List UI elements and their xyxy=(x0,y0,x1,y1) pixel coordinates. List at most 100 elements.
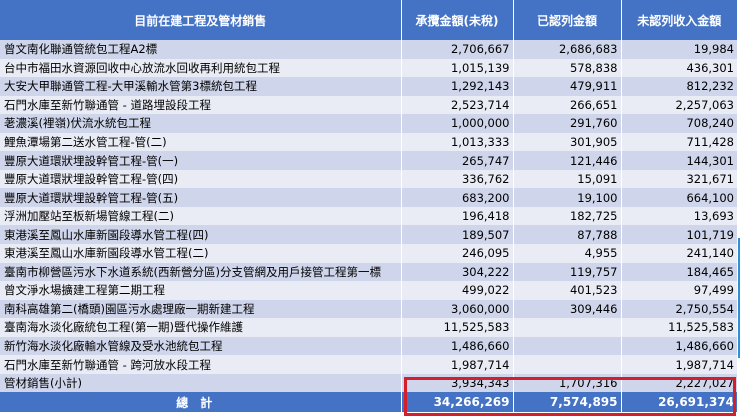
recognized-amount-cell: 121,446 xyxy=(513,151,622,170)
table-row: 豐原大道環狀埋設幹管工程-管(五) 683,200 19,100 664,100 xyxy=(0,188,737,207)
recognized-amount-cell: 578,838 xyxy=(513,58,622,78)
total-recognized: 7,574,895 xyxy=(513,392,622,413)
recognized-amount-cell: 291,760 xyxy=(513,114,622,133)
scroll-indicator xyxy=(738,238,740,358)
table-row: 東港溪至鳳山水庫新園段導水管工程(四) 189,507 87,788 101,719 xyxy=(0,225,737,245)
unrecognized-amount-cell: 1,486,660 xyxy=(621,336,737,356)
unrecognized-amount-cell: 1,987,714 xyxy=(621,355,737,374)
recognized-amount-cell: 2,686,683 xyxy=(513,40,622,59)
project-name-cell: 管材銷售(小計) xyxy=(0,373,402,393)
project-name-cell: 石門水庫至新竹聯通管 - 跨河放水段工程 xyxy=(0,355,402,374)
table-row: 臺南市柳營區污水下水道系統(西新營分區)分支管網及用戶接管工程第一標 304,22… xyxy=(0,262,737,282)
table-row: 曾文南化聯通管統包工程A2標 2,706,667 2,686,683 19,984 xyxy=(0,40,737,59)
project-name-cell: 大安大甲聯通管工程-大甲溪輸水管第3標統包工程 xyxy=(0,77,402,96)
table-header: 目前在建工程及管材銷售 承攬金額(未稅) 已認列金額 未認列收入金額 xyxy=(0,0,737,40)
contract-amount-cell: 1,486,660 xyxy=(401,336,514,356)
table-row: 管材銷售(小計) 3,934,343 1,707,316 2,227,027 xyxy=(0,373,737,393)
recognized-amount-cell: 87,788 xyxy=(513,225,622,245)
recognized-amount-cell: 4,955 xyxy=(513,244,622,263)
table-row: 臺南海水淡化廠統包工程(第一期)暨代操作維護 11,525,583 11,525,5… xyxy=(0,318,737,337)
unrecognized-amount-cell: 19,984 xyxy=(621,40,737,59)
project-name-cell: 東港溪至鳳山水庫新園段導水管工程(二) xyxy=(0,244,402,263)
unrecognized-amount-cell: 97,499 xyxy=(621,281,737,300)
contract-amount-cell: 1,013,333 xyxy=(401,132,514,152)
project-name-cell: 豐原大道環狀埋設幹管工程-管(一) xyxy=(0,151,402,170)
table-row: 曾文淨水場擴建工程第二期工程 499,022 401,523 97,499 xyxy=(0,281,737,300)
project-name-cell: 新竹海水淡化廠輸水管線及受水池統包工程 xyxy=(0,336,402,356)
table-row: 鯉魚潭場第二送水管工程-管(二) 1,013,333 301,905 711,428 xyxy=(0,132,737,152)
contract-amount-cell: 683,200 xyxy=(401,188,514,207)
unrecognized-amount-cell: 812,232 xyxy=(621,77,737,96)
project-name-cell: 曾文淨水場擴建工程第二期工程 xyxy=(0,281,402,300)
project-name-cell: 豐原大道環狀埋設幹管工程-管(五) xyxy=(0,188,402,207)
project-name-cell: 東港溪至鳳山水庫新園段導水管工程(四) xyxy=(0,225,402,245)
contract-amount-cell: 304,222 xyxy=(401,262,514,282)
recognized-amount-cell: 479,911 xyxy=(513,77,622,96)
contract-amount-cell: 2,706,667 xyxy=(401,40,514,59)
header-recognized-amount: 已認列金額 xyxy=(513,0,622,40)
contract-amount-cell: 499,022 xyxy=(401,281,514,300)
contract-amount-cell: 1,000,000 xyxy=(401,114,514,133)
recognized-amount-cell: 182,725 xyxy=(513,206,622,226)
unrecognized-amount-cell: 144,301 xyxy=(621,151,737,170)
unrecognized-amount-cell: 708,240 xyxy=(621,114,737,133)
table-body: 曾文南化聯通管統包工程A2標 2,706,667 2,686,683 19,984 台中… xyxy=(0,40,737,393)
contract-amount-cell: 189,507 xyxy=(401,225,514,245)
table-row: 豐原大道環狀埋設幹管工程-管(四) 336,762 15,091 321,671 xyxy=(0,169,737,189)
table-row: 荖濃溪(裡嶺)伏流水統包工程 1,000,000 291,760 708,240 xyxy=(0,114,737,133)
contract-amount-cell: 265,747 xyxy=(401,151,514,170)
total-row: 總計 34,266,269 7,574,895 26,691,374 xyxy=(0,392,737,413)
contract-amount-cell: 196,418 xyxy=(401,206,514,226)
unrecognized-amount-cell: 13,693 xyxy=(621,206,737,226)
recognized-amount-cell xyxy=(513,318,622,337)
contract-amount-cell: 11,525,583 xyxy=(401,318,514,337)
project-name-cell: 台中市福田水資源回收中心放流水回收再利用統包工程 xyxy=(0,58,402,78)
contract-amount-cell: 1,292,143 xyxy=(401,77,514,96)
project-name-cell: 石門水庫至新竹聯通管 - 道路埋設段工程 xyxy=(0,95,402,115)
unrecognized-amount-cell: 101,719 xyxy=(621,225,737,245)
table-row: 大安大甲聯通管工程-大甲溪輸水管第3標統包工程 1,292,143 479,911 8… xyxy=(0,77,737,96)
contract-amount-cell: 3,060,000 xyxy=(401,299,514,319)
project-name-cell: 臺南市柳營區污水下水道系統(西新營分區)分支管網及用戶接管工程第一標 xyxy=(0,262,402,282)
unrecognized-amount-cell: 241,140 xyxy=(621,244,737,263)
unrecognized-amount-cell: 711,428 xyxy=(621,132,737,152)
unrecognized-amount-cell: 2,750,554 xyxy=(621,299,737,319)
total-label: 總計 xyxy=(0,392,402,413)
table-row: 石門水庫至新竹聯通管 - 跨河放水段工程 1,987,714 1,987,714 xyxy=(0,355,737,374)
contract-amount-cell: 1,015,139 xyxy=(401,58,514,78)
total-unrecognized: 26,691,374 xyxy=(621,392,737,413)
recognized-amount-cell: 309,446 xyxy=(513,299,622,319)
unrecognized-amount-cell: 2,257,063 xyxy=(621,95,737,115)
project-table: 目前在建工程及管材銷售 承攬金額(未稅) 已認列金額 未認列收入金額 曾文南化聯… xyxy=(0,0,737,413)
project-name-cell: 豐原大道環狀埋設幹管工程-管(四) xyxy=(0,169,402,189)
contract-amount-cell: 336,762 xyxy=(401,169,514,189)
table-footer: 總計 34,266,269 7,574,895 26,691,374 xyxy=(0,392,737,413)
recognized-amount-cell: 1,707,316 xyxy=(513,373,622,393)
table-row: 浮洲加壓站至板新場管線工程(二) 196,418 182,725 13,693 xyxy=(0,206,737,226)
project-name-cell: 臺南海水淡化廠統包工程(第一期)暨代操作維護 xyxy=(0,318,402,337)
recognized-amount-cell: 266,651 xyxy=(513,95,622,115)
contract-amount-cell: 1,987,714 xyxy=(401,355,514,374)
unrecognized-amount-cell: 664,100 xyxy=(621,188,737,207)
unrecognized-amount-cell: 184,465 xyxy=(621,262,737,282)
unrecognized-amount-cell: 2,227,027 xyxy=(621,373,737,393)
contract-amount-cell: 2,523,714 xyxy=(401,95,514,115)
header-project-name: 目前在建工程及管材銷售 xyxy=(0,0,402,40)
recognized-amount-cell: 301,905 xyxy=(513,132,622,152)
total-contract: 34,266,269 xyxy=(401,392,514,413)
project-name-cell: 曾文南化聯通管統包工程A2標 xyxy=(0,40,402,59)
recognized-amount-cell: 15,091 xyxy=(513,169,622,189)
unrecognized-amount-cell: 321,671 xyxy=(621,169,737,189)
project-name-cell: 鯉魚潭場第二送水管工程-管(二) xyxy=(0,132,402,152)
recognized-amount-cell: 401,523 xyxy=(513,281,622,300)
table-row: 豐原大道環狀埋設幹管工程-管(一) 265,747 121,446 144,301 xyxy=(0,151,737,170)
table-row: 新竹海水淡化廠輸水管線及受水池統包工程 1,486,660 1,486,660 xyxy=(0,336,737,356)
project-name-cell: 浮洲加壓站至板新場管線工程(二) xyxy=(0,206,402,226)
unrecognized-amount-cell: 11,525,583 xyxy=(621,318,737,337)
table-row: 石門水庫至新竹聯通管 - 道路埋設段工程 2,523,714 266,651 2,25… xyxy=(0,95,737,115)
recognized-amount-cell: 119,757 xyxy=(513,262,622,282)
contract-amount-cell: 246,095 xyxy=(401,244,514,263)
project-name-cell: 南科高雄第二(橋頭)園區污水處理廠一期新建工程 xyxy=(0,299,402,319)
table-row: 南科高雄第二(橋頭)園區污水處理廠一期新建工程 3,060,000 309,446 2… xyxy=(0,299,737,319)
unrecognized-amount-cell: 436,301 xyxy=(621,58,737,78)
